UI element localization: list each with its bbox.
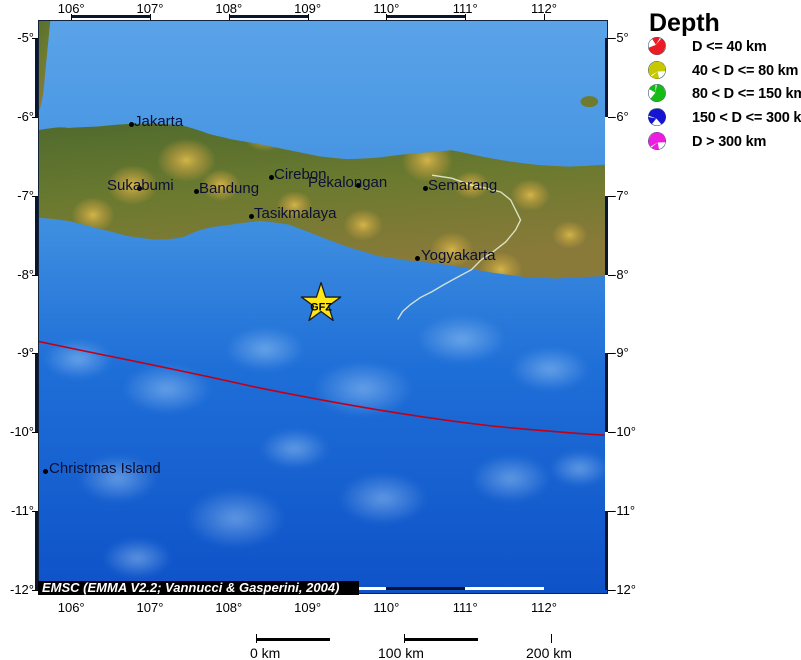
svg-text:GFZ: GFZ	[310, 301, 332, 313]
